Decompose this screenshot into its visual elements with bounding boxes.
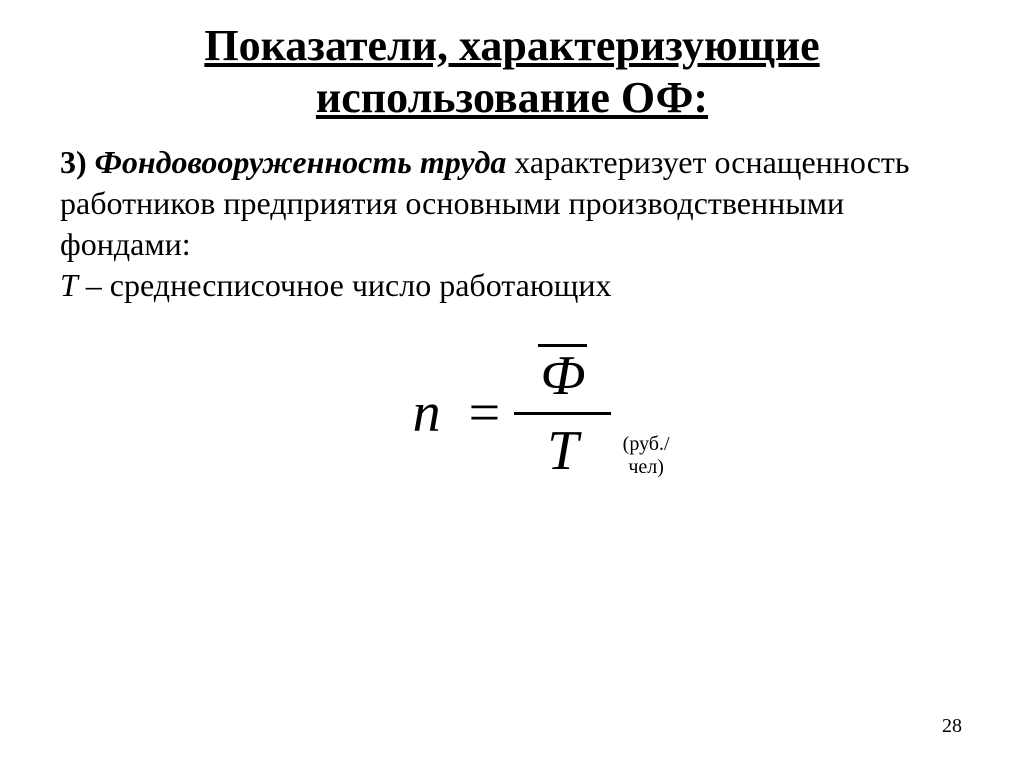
t-definition-line: T – среднесписочное число работающих <box>60 265 964 306</box>
numerator-symbol: Ф <box>540 345 585 407</box>
slide: Показатели, характеризующие использовани… <box>0 0 1024 768</box>
fraction-bar <box>514 412 611 415</box>
fraction: Ф T <box>514 346 611 481</box>
slide-title: Показатели, характеризующие использовани… <box>60 20 964 124</box>
t-definition: среднесписочное число работающих <box>110 267 612 303</box>
formula-block: n = Ф T (руб./чел) <box>60 346 964 481</box>
body-text: 3) Фондовооруженность труда характеризуе… <box>60 142 964 306</box>
equation-row: n = Ф T <box>413 346 612 481</box>
term: Фондовооруженность труда <box>95 144 507 180</box>
page-number: 28 <box>942 715 962 738</box>
fraction-denominator: T <box>521 421 604 481</box>
formula-lhs: n <box>413 381 455 445</box>
fraction-numerator: Ф <box>514 346 611 406</box>
overbar <box>538 344 587 347</box>
title-line-1: Показатели, характеризующие <box>204 21 819 70</box>
equals-sign: = <box>455 381 515 445</box>
formula: n = Ф T (руб./чел) <box>413 346 612 481</box>
t-symbol: T <box>60 267 78 303</box>
definition-paragraph: 3) Фондовооруженность труда характеризуе… <box>60 142 964 265</box>
t-dash: – <box>78 267 110 303</box>
title-line-2: использование ОФ: <box>316 73 708 122</box>
formula-unit: (руб./чел) <box>623 433 670 479</box>
item-number: 3) <box>60 144 87 180</box>
numerator-inner: Ф <box>540 348 585 404</box>
